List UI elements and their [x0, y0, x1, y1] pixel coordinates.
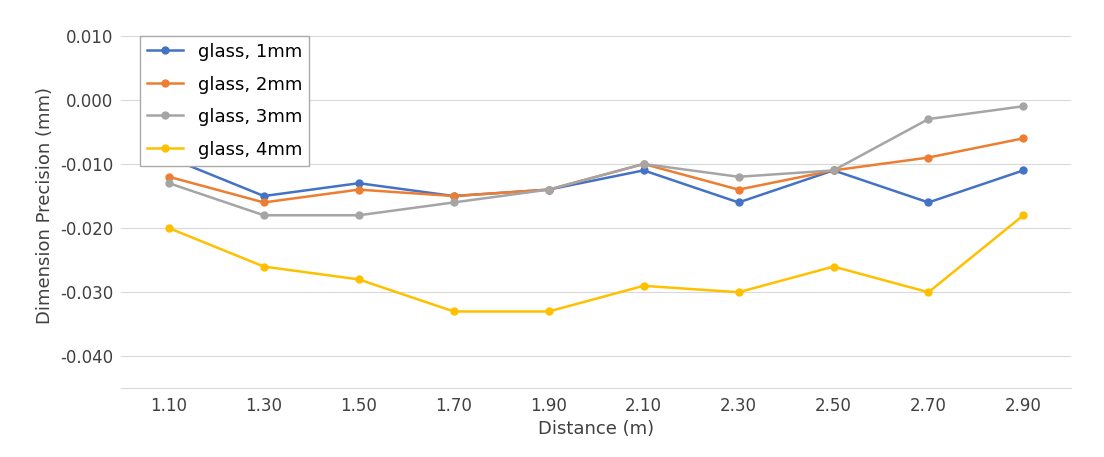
- glass, 2mm: [352, 187, 365, 192]
- glass, 3mm: [732, 174, 745, 180]
- Line: glass, 1mm: glass, 1mm: [166, 154, 1027, 206]
- glass, 4mm: [637, 283, 650, 288]
- glass, 4mm: [1017, 213, 1030, 218]
- glass, 2mm: [447, 193, 460, 199]
- glass, 4mm: [447, 309, 460, 314]
- glass, 2mm: [732, 187, 745, 192]
- glass, 1mm: [447, 193, 460, 199]
- glass, 2mm: [637, 161, 650, 167]
- glass, 1mm: [257, 193, 270, 199]
- glass, 3mm: [1017, 103, 1030, 109]
- glass, 3mm: [352, 213, 365, 218]
- glass, 4mm: [827, 264, 840, 269]
- glass, 4mm: [542, 309, 555, 314]
- glass, 1mm: [922, 200, 935, 205]
- glass, 3mm: [257, 213, 270, 218]
- glass, 1mm: [162, 155, 176, 160]
- glass, 2mm: [922, 155, 935, 160]
- glass, 3mm: [922, 117, 935, 122]
- glass, 3mm: [827, 168, 840, 173]
- glass, 1mm: [352, 181, 365, 186]
- glass, 1mm: [827, 168, 840, 173]
- glass, 1mm: [1017, 168, 1030, 173]
- glass, 4mm: [162, 225, 176, 231]
- glass, 2mm: [542, 187, 555, 192]
- glass, 2mm: [257, 200, 270, 205]
- glass, 3mm: [162, 181, 176, 186]
- glass, 3mm: [542, 187, 555, 192]
- Line: glass, 2mm: glass, 2mm: [166, 135, 1027, 206]
- Y-axis label: Dimension Precision (mm): Dimension Precision (mm): [36, 87, 54, 324]
- X-axis label: Distance (m): Distance (m): [538, 420, 655, 438]
- glass, 2mm: [162, 174, 176, 180]
- glass, 2mm: [1017, 136, 1030, 141]
- glass, 4mm: [257, 264, 270, 269]
- glass, 2mm: [827, 168, 840, 173]
- glass, 1mm: [637, 168, 650, 173]
- glass, 1mm: [732, 200, 745, 205]
- glass, 4mm: [352, 276, 365, 282]
- Line: glass, 4mm: glass, 4mm: [166, 212, 1027, 315]
- glass, 4mm: [922, 289, 935, 295]
- Legend: glass, 1mm, glass, 2mm, glass, 3mm, glass, 4mm: glass, 1mm, glass, 2mm, glass, 3mm, glas…: [140, 36, 309, 166]
- Line: glass, 3mm: glass, 3mm: [166, 103, 1027, 219]
- glass, 3mm: [637, 161, 650, 167]
- glass, 4mm: [732, 289, 745, 295]
- glass, 1mm: [542, 187, 555, 192]
- glass, 3mm: [447, 200, 460, 205]
